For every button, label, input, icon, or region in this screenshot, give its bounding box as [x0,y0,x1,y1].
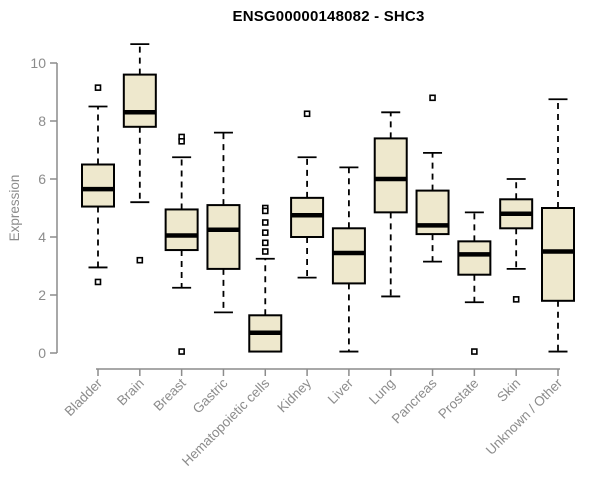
box-lung [373,137,408,214]
outlier-point [471,348,478,355]
x-category-label: Gastric [190,375,231,416]
box-bladder [81,163,115,208]
outlier-point [178,138,185,145]
x-category-label: Breast [151,375,189,413]
outlier-point [136,256,144,264]
box-prostate [457,240,492,276]
outlier-point [261,207,269,215]
x-category-label: Prostate [435,376,481,422]
y-tick-label: 0 [38,345,46,361]
box-unknown-other [541,207,575,302]
outlier-point [429,94,436,102]
y-tick-label: 2 [38,287,46,303]
box-brain [122,73,157,128]
x-category-label: Bladder [62,375,106,419]
outlier-point [512,296,520,303]
outlier-point [94,278,102,286]
x-category-label: Liver [325,375,357,407]
x-category-label: Skin [494,376,523,405]
box-gastric [206,204,241,270]
y-tick-label: 10 [30,55,46,71]
chart-title: ENSG00000148082 - SHC3 [232,8,425,25]
box-breast [164,208,199,252]
x-category-label: Brain [114,376,147,409]
y-tick-label: 8 [38,113,46,129]
x-category-label: Pancreas [389,375,440,426]
outlier-point [261,248,269,255]
outlier-point [261,229,269,236]
y-tick-label: 4 [38,229,46,245]
x-category-label: Lung [366,376,398,408]
outlier-point [303,110,311,118]
outlier-point [94,84,102,91]
outlier-point [261,239,269,247]
outlier-point [178,348,185,355]
x-category-label: Unknown / Other [483,375,566,458]
box-liver [331,227,366,285]
y-tick-label: 6 [38,171,46,187]
outlier-point [261,219,269,226]
x-category-label: Kidney [274,375,314,415]
